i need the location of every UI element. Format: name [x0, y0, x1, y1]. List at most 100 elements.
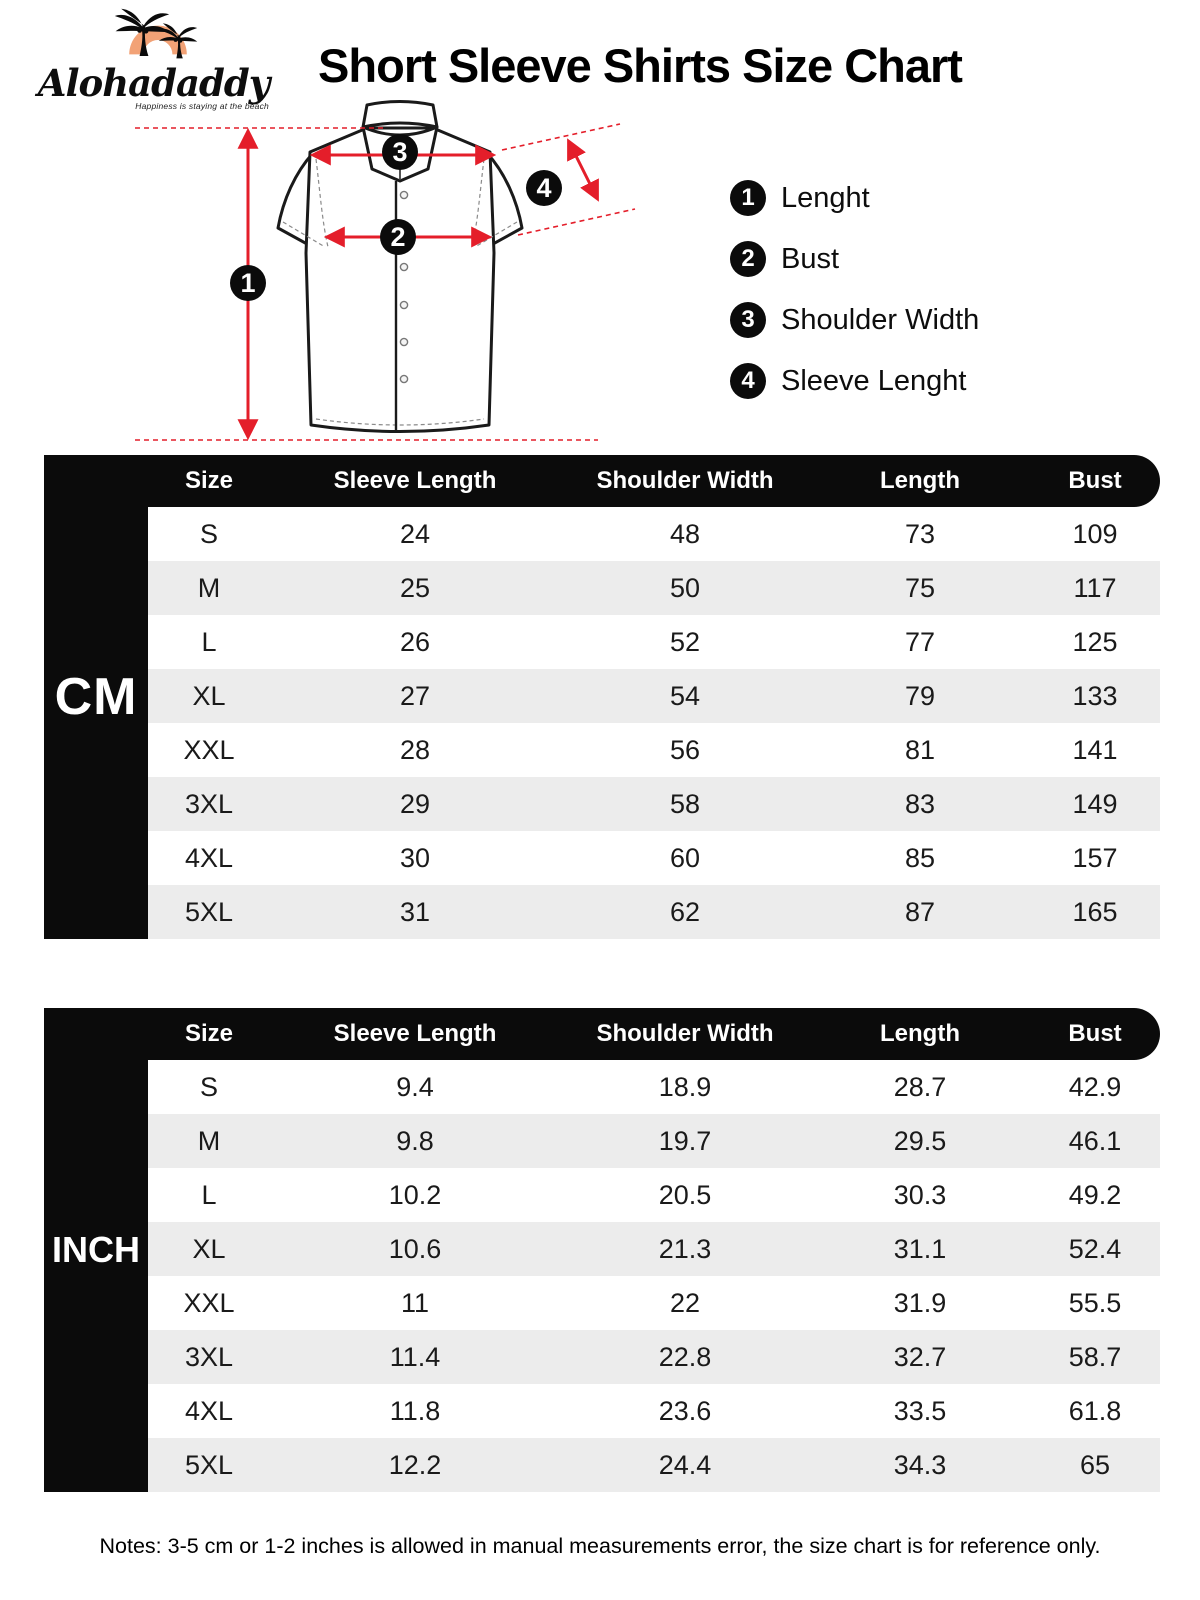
value-cell: 31.9 [893, 1287, 947, 1318]
cm-size-table: CM Size Sleeve Length Shoulder Width Len… [44, 455, 1160, 939]
value-cell: 73 [904, 518, 936, 549]
value-cell: 31.1 [893, 1233, 947, 1264]
header-shoulder-width: Shoulder Width [596, 1020, 774, 1047]
size-cell: L [201, 1179, 217, 1210]
value-cell: 34.3 [893, 1449, 947, 1480]
palm-trees-icon [114, 8, 197, 59]
unit-label-inch: INCH [44, 1008, 148, 1492]
page-title: Short Sleeve Shirts Size Chart [318, 39, 963, 92]
header-bust: Bust [1068, 1020, 1122, 1047]
size-cell: M [197, 1125, 221, 1156]
table-row-xl: XL 10.6 21.3 31.1 52.4 [148, 1222, 1160, 1276]
value-cell: 30.3 [893, 1179, 947, 1210]
size-cell: XXL [183, 734, 235, 765]
value-cell: 29.5 [893, 1125, 947, 1156]
value-cell: 56 [669, 734, 701, 765]
sleeve-lower-guide [517, 208, 636, 236]
legend-item-sleeve-length: 4 Sleeve Lenght [730, 363, 979, 399]
header-length: Length [880, 1020, 960, 1047]
size-cell: M [197, 572, 221, 603]
palm-right [157, 23, 197, 59]
table-row-s: S 9.4 18.9 28.7 42.9 [148, 1060, 1160, 1114]
brand-tagline: Happiness is staying at the beach [135, 101, 269, 111]
value-cell: 11.8 [389, 1395, 441, 1426]
value-cell: 18.9 [658, 1071, 712, 1102]
legend-item-bust: 2 Bust [730, 241, 979, 277]
size-cell: 5XL [184, 1449, 234, 1480]
table-body: S 24 48 73 109 M 25 50 75 117 L 26 52 77 125 XL 27 54 79 13… [148, 507, 1160, 939]
legend-badge-1: 1 [730, 180, 766, 216]
table-row-5xl: 5XL 31 62 87 165 [148, 885, 1160, 939]
table-row-l: L 26 52 77 125 [148, 615, 1160, 669]
value-cell: 165 [1072, 896, 1118, 927]
value-cell: 157 [1072, 842, 1118, 873]
inch-size-table: INCH Size Sleeve Length Shoulder Width L… [44, 1008, 1160, 1492]
table-row-4xl: 4XL 11.8 23.6 33.5 61.8 [148, 1384, 1160, 1438]
table-row-l: L 10.2 20.5 30.3 49.2 [148, 1168, 1160, 1222]
size-cell: XL [192, 680, 226, 711]
header-length: Length [880, 467, 960, 494]
marker-3-badge: 3 [382, 134, 418, 170]
svg-text:2: 2 [390, 222, 405, 252]
table-body: S 9.4 18.9 28.7 42.9 M 9.8 19.7 29.5 46.1 L 10.2 20.… [148, 1060, 1160, 1492]
value-cell: 26 [399, 626, 431, 657]
sleeve-length-arrow [567, 138, 599, 202]
value-cell: 10.6 [388, 1233, 442, 1264]
value-cell: 23.6 [658, 1395, 712, 1426]
value-cell: 21.3 [658, 1233, 712, 1264]
brand-name: Alohadaddy [37, 61, 270, 105]
legend-badge-4: 4 [730, 363, 766, 399]
shirt-torso [304, 126, 496, 433]
legend-label: Sleeve Lenght [781, 364, 967, 397]
value-cell: 61.8 [1068, 1395, 1122, 1426]
table-row-3xl: 3XL 29 58 83 149 [148, 777, 1160, 831]
value-cell: 9.8 [396, 1125, 434, 1156]
value-cell: 58.7 [1068, 1341, 1122, 1372]
value-cell: 49.2 [1068, 1179, 1122, 1210]
table-header: Size Sleeve Length Shoulder Width Length… [44, 1008, 1160, 1060]
value-cell: 109 [1072, 518, 1118, 549]
marker-1-badge: 1 [230, 265, 266, 301]
value-cell: 141 [1072, 734, 1118, 765]
value-cell: 48 [669, 518, 701, 549]
table-row-m: M 9.8 19.7 29.5 46.1 [148, 1114, 1160, 1168]
value-cell: 27 [399, 680, 431, 711]
size-cell: 3XL [184, 788, 234, 819]
brand-logo: Alohadaddy Happiness is staying at the b… [36, 6, 271, 111]
legend-item-shoulder-width: 3 Shoulder Width [730, 302, 979, 338]
value-cell: 58 [669, 788, 701, 819]
value-cell: 85 [904, 842, 936, 873]
table-row-s: S 24 48 73 109 [148, 507, 1160, 561]
svg-text:1: 1 [240, 268, 255, 298]
shirt-collar-band [361, 100, 439, 129]
marker-2-badge: 2 [380, 219, 416, 255]
value-cell: 87 [904, 896, 936, 927]
value-cell: 62 [669, 896, 701, 927]
sleeve-upper-guide [501, 123, 621, 151]
value-cell: 54 [669, 680, 701, 711]
header-sleeve-length: Sleeve Length [333, 467, 497, 494]
marker-4-badge: 4 [526, 170, 562, 206]
measurement-legend: 1 Lenght 2 Bust 3 Shoulder Width 4 Sleev… [730, 180, 979, 399]
size-cell: XXL [183, 1287, 235, 1318]
value-cell: 33.5 [893, 1395, 947, 1426]
value-cell: 20.5 [658, 1179, 712, 1210]
size-cell: L [201, 626, 217, 657]
legend-label: Lenght [781, 181, 870, 214]
table-row-3xl: 3XL 11.4 22.8 32.7 58.7 [148, 1330, 1160, 1384]
header-sleeve-length: Sleeve Length [333, 1020, 497, 1047]
value-cell: 117 [1073, 572, 1117, 603]
value-cell: 11.4 [389, 1341, 441, 1372]
value-cell: 31 [399, 896, 431, 927]
size-cell: 3XL [184, 1341, 234, 1372]
value-cell: 133 [1072, 680, 1118, 711]
table-row-xl: XL 27 54 79 133 [148, 669, 1160, 723]
value-cell: 10.2 [388, 1179, 442, 1210]
value-cell: 24.4 [658, 1449, 712, 1480]
value-cell: 55.5 [1068, 1287, 1122, 1318]
table-row-m: M 25 50 75 117 [148, 561, 1160, 615]
size-cell: 4XL [184, 1395, 234, 1426]
table-row-5xl: 5XL 12.2 24.4 34.3 65 [148, 1438, 1160, 1492]
value-cell: 125 [1072, 626, 1118, 657]
size-cell: 5XL [184, 896, 234, 927]
